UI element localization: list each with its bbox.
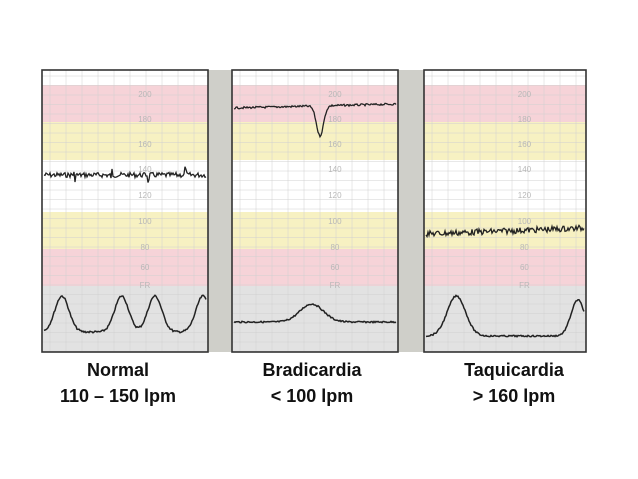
tick-label: 100 xyxy=(138,217,152,226)
tick-label: 80 xyxy=(330,243,339,252)
band-0 xyxy=(424,70,586,85)
panel-normal: 200 180 160 140 120 100 80 60 FR xyxy=(41,69,209,353)
band-5 xyxy=(424,249,586,286)
tick-label: 180 xyxy=(518,115,532,124)
contraction-trace xyxy=(425,294,585,338)
fetal-heart-rate-trace xyxy=(43,166,207,183)
band-3 xyxy=(232,160,398,212)
tick-label: 140 xyxy=(328,165,342,174)
caption-taquicardia: Taquicardia > 160 lpm xyxy=(424,357,604,409)
band-3 xyxy=(424,160,586,212)
strip-border xyxy=(41,69,209,353)
tick-label: 160 xyxy=(328,140,342,149)
tick-label: 140 xyxy=(518,165,532,174)
panel-taquicardia: 200 180 160 140 120 100 80 60 FR xyxy=(423,69,587,353)
band-2 xyxy=(232,122,398,160)
band-5 xyxy=(232,249,398,286)
band-6 xyxy=(42,286,208,352)
caption-bradicardia-range: < 100 lpm xyxy=(270,386,354,406)
contraction-trace xyxy=(43,294,207,334)
fetal-heart-rate-trace xyxy=(233,102,397,139)
band-0 xyxy=(42,70,208,85)
fetal-heart-rate-trace xyxy=(425,224,585,239)
tick-label: 100 xyxy=(328,217,342,226)
band-3 xyxy=(42,160,208,212)
tick-label: 200 xyxy=(138,90,152,99)
band-1 xyxy=(424,85,586,122)
caption-normal-title: Normal xyxy=(86,360,149,380)
tick-label: 120 xyxy=(518,191,532,200)
tick-label: 200 xyxy=(518,90,532,99)
tick-label: 120 xyxy=(138,191,152,200)
tick-label: 80 xyxy=(140,243,149,252)
panel-bradicardia: 200 180 160 140 120 100 80 60 FR xyxy=(231,69,399,353)
tick-label: 200 xyxy=(328,90,342,99)
caption-bradicardia-title: Bradicardia xyxy=(262,360,362,380)
tick-label: 100 xyxy=(518,217,532,226)
caption-bradicardia: Bradicardia < 100 lpm xyxy=(222,357,402,409)
tick-label: 180 xyxy=(328,115,342,124)
tick-label: 160 xyxy=(518,140,532,149)
band-5 xyxy=(42,249,208,286)
band-0 xyxy=(232,70,398,85)
band-1 xyxy=(42,85,208,122)
caption-normal: Normal 110 – 150 lpm xyxy=(28,357,208,409)
strip-border xyxy=(423,69,587,353)
caption-normal-range: 110 – 150 lpm xyxy=(59,386,177,406)
tick-label: 60 xyxy=(140,263,149,272)
tick-label: FR xyxy=(330,281,341,290)
separator-right xyxy=(398,70,424,352)
tick-label: FR xyxy=(519,281,530,290)
tick-label: 180 xyxy=(138,115,152,124)
band-6 xyxy=(232,286,398,352)
separator-left xyxy=(208,70,232,352)
caption-taquicardia-title: Taquicardia xyxy=(464,360,564,380)
tick-label: 140 xyxy=(138,165,152,174)
band-4 xyxy=(232,212,398,249)
tick-label: 120 xyxy=(328,191,342,200)
band-4 xyxy=(42,212,208,249)
band-2 xyxy=(42,122,208,160)
tick-label: 60 xyxy=(330,263,339,272)
tick-label: 160 xyxy=(138,140,152,149)
contraction-trace xyxy=(233,303,397,324)
caption-taquicardia-range: > 160 lpm xyxy=(472,386,556,406)
strip-border xyxy=(231,69,399,353)
band-6 xyxy=(424,286,586,352)
tick-label: 80 xyxy=(520,243,529,252)
tick-label: FR xyxy=(140,281,151,290)
tick-label: 60 xyxy=(520,263,529,272)
band-2 xyxy=(424,122,586,160)
